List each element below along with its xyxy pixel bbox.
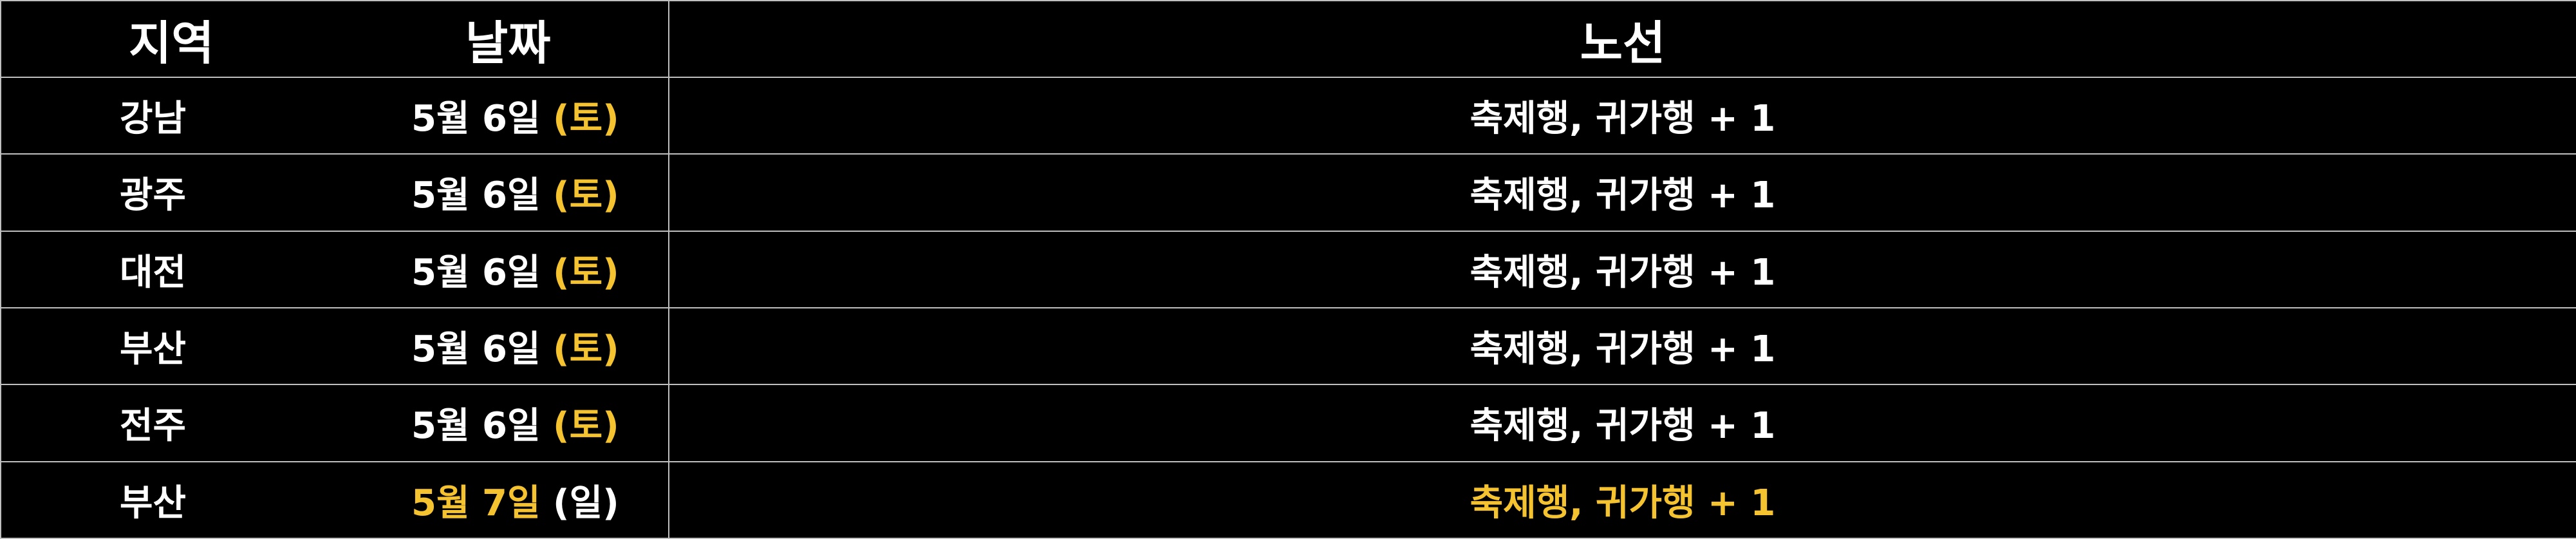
header-date: 날짜 [303, 0, 669, 78]
day-of-week-badge: (토) [552, 251, 619, 294]
date-text: 5월 6일 [411, 405, 541, 448]
date-cell: 5월 7일 (일) [303, 460, 669, 539]
date-text: 5월 7일 [411, 482, 541, 524]
day-of-week-badge: (토) [552, 98, 619, 140]
date-text: 5월 6일 [411, 98, 541, 140]
region-cell: 광주 [0, 153, 303, 232]
date-cell: 5월 6일 (토) [303, 307, 669, 386]
route-cell: 축제행, 귀가행 + 1 [668, 153, 2576, 232]
table-header: 지역 날짜 노선 [0, 0, 2576, 78]
region-cell: 부산 [0, 460, 303, 539]
day-of-week-badge: (토) [552, 175, 619, 217]
header-row: 지역 날짜 노선 [0, 0, 2576, 78]
route-cell: 축제행, 귀가행 + 1 [668, 76, 2576, 155]
region-cell: 강남 [0, 76, 303, 155]
date-text: 5월 6일 [411, 251, 541, 294]
date-cell: 5월 6일 (토) [303, 153, 669, 232]
day-of-week-badge: (토) [552, 405, 619, 448]
date-cell: 5월 6일 (토) [303, 76, 669, 155]
table-body: 강남 5월 6일 (토) 축제행, 귀가행 + 1 광주 5월 6일 (토) 축… [0, 76, 2576, 539]
route-cell: 축제행, 귀가행 + 1 [668, 460, 2576, 539]
header-region: 지역 [0, 0, 303, 78]
table-row: 대전 5월 6일 (토) 축제행, 귀가행 + 1 [0, 230, 2576, 308]
table-row: 강남 5월 6일 (토) 축제행, 귀가행 + 1 [0, 76, 2576, 155]
date-cell: 5월 6일 (토) [303, 230, 669, 308]
route-cell: 축제행, 귀가행 + 1 [668, 307, 2576, 386]
region-cell: 대전 [0, 230, 303, 308]
date-cell: 5월 6일 (토) [303, 384, 669, 462]
route-cell: 축제행, 귀가행 + 1 [668, 384, 2576, 462]
region-cell: 부산 [0, 307, 303, 386]
region-cell: 전주 [0, 384, 303, 462]
day-of-week-badge: (토) [552, 328, 619, 371]
table-row: 부산 5월 6일 (토) 축제행, 귀가행 + 1 [0, 307, 2576, 386]
table-row: 전주 5월 6일 (토) 축제행, 귀가행 + 1 [0, 384, 2576, 462]
date-text: 5월 6일 [411, 328, 541, 371]
date-text: 5월 6일 [411, 175, 541, 217]
table-row: 부산 5월 7일 (일) 축제행, 귀가행 + 1 [0, 460, 2576, 539]
table-row: 광주 5월 6일 (토) 축제행, 귀가행 + 1 [0, 153, 2576, 232]
day-of-week-badge: (일) [552, 482, 619, 524]
header-route: 노선 [668, 0, 2576, 78]
route-cell: 축제행, 귀가행 + 1 [668, 230, 2576, 308]
